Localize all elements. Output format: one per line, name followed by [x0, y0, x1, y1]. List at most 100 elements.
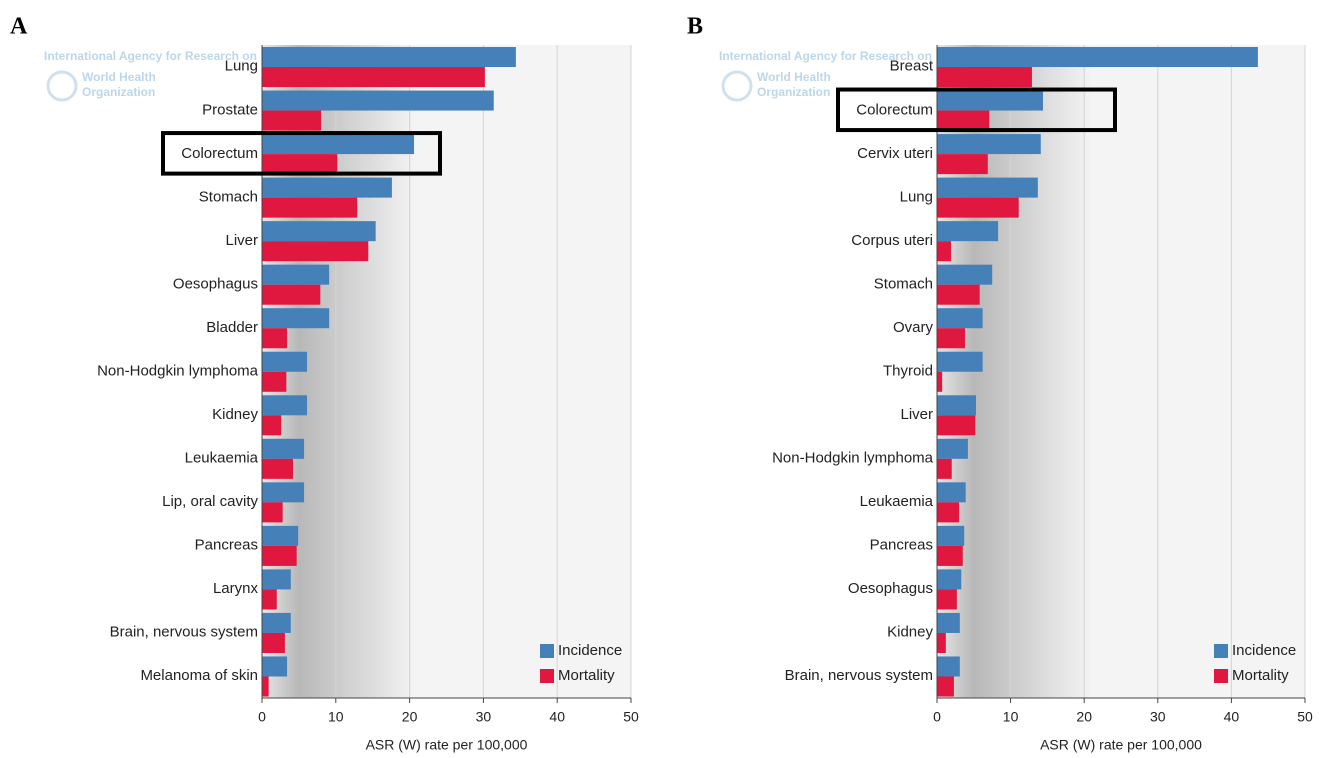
- watermark: Organization: [82, 85, 155, 99]
- y-tick-label: Bladder: [206, 319, 258, 336]
- y-tick-label: Leukaemia: [185, 450, 259, 467]
- bar: [262, 90, 494, 111]
- bar: [262, 351, 308, 372]
- bar: [262, 656, 288, 677]
- watermark: World Health: [82, 70, 156, 84]
- x-tick-label: 10: [1003, 709, 1019, 725]
- bar: [262, 177, 392, 198]
- watermark-logo: [46, 70, 78, 102]
- x-tick-label: 0: [258, 709, 266, 725]
- bar: [262, 284, 321, 305]
- bar: [262, 525, 299, 546]
- bar: [937, 264, 993, 285]
- bar: [262, 47, 516, 68]
- bar: [937, 177, 1038, 198]
- y-tick-label: Non-Hodgkin lymphoma: [97, 362, 259, 379]
- bar: [262, 632, 285, 653]
- legend-swatch: [1214, 669, 1228, 683]
- x-tick-label: 30: [476, 709, 492, 725]
- bar: [937, 612, 960, 633]
- y-tick-label: Lung: [900, 188, 933, 205]
- y-tick-label: Liver: [900, 406, 933, 423]
- bar: [937, 415, 976, 436]
- bar: [262, 612, 291, 633]
- y-tick-label: Brain, nervous system: [785, 667, 933, 684]
- bar: [937, 656, 960, 677]
- y-tick-label: Stomach: [199, 188, 258, 205]
- bar: [937, 110, 990, 131]
- bar: [262, 264, 330, 285]
- bar: [262, 134, 415, 155]
- bar: [937, 221, 999, 242]
- x-tick-label: 30: [1150, 709, 1166, 725]
- bar: [937, 589, 957, 610]
- bar: [937, 47, 1258, 68]
- bar: [937, 371, 943, 392]
- x-tick-label: 20: [1076, 709, 1092, 725]
- bar: [937, 676, 954, 697]
- y-tick-label: Larynx: [213, 580, 259, 597]
- y-tick-label: Oesophagus: [173, 275, 258, 292]
- bar: [937, 328, 965, 349]
- y-tick-label: Melanoma of skin: [140, 667, 258, 684]
- legend-label: Mortality: [558, 667, 615, 684]
- y-tick-label: Thyroid: [883, 362, 933, 379]
- y-tick-label: Pancreas: [870, 537, 933, 554]
- legend-swatch: [1214, 644, 1228, 658]
- y-tick-label: Colorectum: [181, 145, 258, 162]
- watermark: International Agency for Research on: [44, 49, 257, 63]
- y-tick-label: Oesophagus: [848, 580, 933, 597]
- x-tick-label: 10: [328, 709, 344, 725]
- bar: [262, 545, 297, 566]
- y-tick-label: Cervix uteri: [857, 145, 933, 162]
- x-tick-label: 50: [1297, 709, 1313, 725]
- bar: [262, 502, 283, 523]
- bar: [937, 90, 1043, 111]
- highlight-box: [161, 131, 442, 176]
- bar: [937, 154, 988, 175]
- watermark: World Health: [757, 70, 831, 84]
- bar: [937, 284, 980, 305]
- bar: [262, 308, 330, 329]
- y-tick-label: Pancreas: [195, 537, 258, 554]
- legend-swatch: [540, 644, 554, 658]
- bar: [262, 67, 485, 88]
- x-axis-label: ASR (W) rate per 100,000: [1040, 737, 1202, 753]
- bar: [937, 67, 1032, 88]
- panel-label: A: [10, 14, 28, 40]
- y-tick-label: Brain, nervous system: [110, 624, 258, 641]
- bar: [262, 482, 305, 503]
- y-tick-label: Ovary: [893, 319, 934, 336]
- bar: [262, 676, 269, 697]
- x-axis-label: ASR (W) rate per 100,000: [366, 737, 528, 753]
- bar: [262, 458, 293, 479]
- bar: [937, 482, 966, 503]
- y-tick-label: Kidney: [212, 406, 258, 423]
- bar: [262, 110, 322, 131]
- panel-label: B: [687, 14, 703, 40]
- bar: [262, 328, 288, 349]
- y-tick-label: Lung: [225, 58, 258, 75]
- bar: [262, 438, 305, 459]
- x-tick-label: 20: [402, 709, 418, 725]
- bar: [937, 502, 960, 523]
- bar: [937, 632, 946, 653]
- bar: [937, 569, 962, 590]
- bar: [937, 308, 983, 329]
- bar: [262, 569, 291, 590]
- bar: [262, 371, 287, 392]
- x-tick-label: 0: [933, 709, 941, 725]
- watermark-logo: [721, 70, 753, 102]
- bar: [937, 134, 1041, 155]
- bar: [937, 351, 983, 372]
- bar: [937, 458, 952, 479]
- y-tick-label: Colorectum: [856, 101, 933, 118]
- y-tick-label: Liver: [225, 232, 258, 249]
- x-tick-label: 40: [549, 709, 565, 725]
- bar: [937, 241, 951, 262]
- x-tick-label: 40: [1224, 709, 1240, 725]
- highlight-box: [836, 87, 1117, 133]
- bar: [262, 589, 277, 610]
- y-tick-label: Breast: [890, 58, 934, 75]
